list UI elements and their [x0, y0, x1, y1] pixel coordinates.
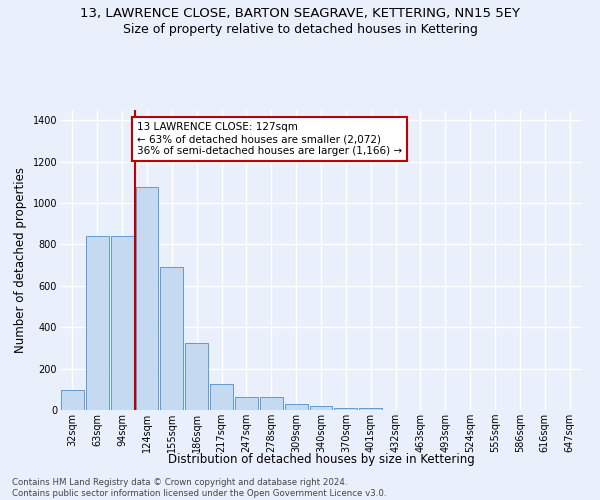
Text: Contains HM Land Registry data © Crown copyright and database right 2024.
Contai: Contains HM Land Registry data © Crown c…	[12, 478, 386, 498]
Bar	[285, 404, 308, 410]
Text: Distribution of detached houses by size in Kettering: Distribution of detached houses by size …	[167, 452, 475, 466]
Bar	[160, 267, 183, 410]
Bar	[210, 384, 233, 410]
Bar	[334, 408, 357, 410]
Text: 13 LAWRENCE CLOSE: 127sqm
← 63% of detached houses are smaller (2,072)
36% of se: 13 LAWRENCE CLOSE: 127sqm ← 63% of detac…	[137, 122, 402, 156]
Bar	[260, 397, 283, 410]
Bar	[310, 406, 332, 410]
Bar	[136, 186, 158, 410]
Bar	[185, 343, 208, 410]
Bar	[86, 236, 109, 410]
Y-axis label: Number of detached properties: Number of detached properties	[14, 167, 27, 353]
Bar	[235, 397, 258, 410]
Bar	[111, 236, 134, 410]
Bar	[359, 408, 382, 410]
Text: Size of property relative to detached houses in Kettering: Size of property relative to detached ho…	[122, 22, 478, 36]
Bar	[61, 390, 84, 410]
Text: 13, LAWRENCE CLOSE, BARTON SEAGRAVE, KETTERING, NN15 5EY: 13, LAWRENCE CLOSE, BARTON SEAGRAVE, KET…	[80, 8, 520, 20]
